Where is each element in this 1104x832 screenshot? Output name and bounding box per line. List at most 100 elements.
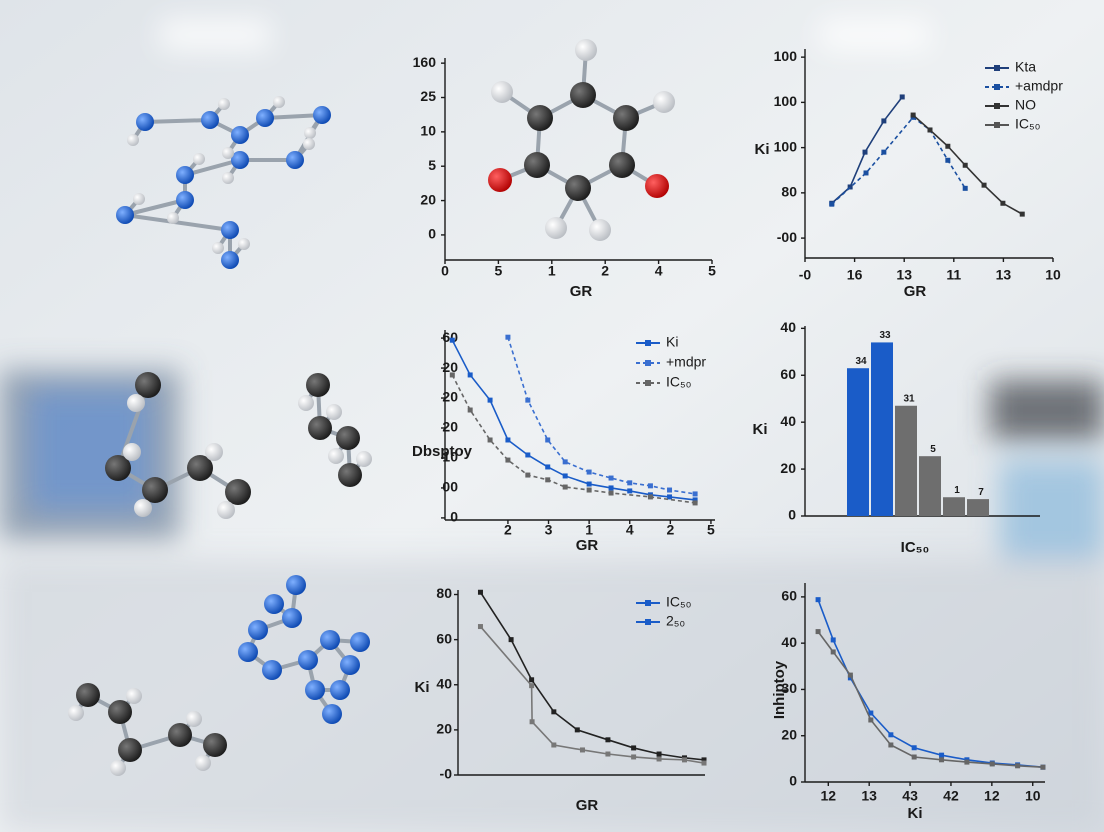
y-tick-label: 0: [789, 773, 797, 789]
atom: [256, 109, 274, 127]
y-tick-label: 40: [781, 634, 797, 650]
atom: [126, 688, 142, 704]
y-tick-label: 100: [774, 138, 798, 154]
point: [605, 737, 611, 743]
y-tick-label: 40: [436, 675, 452, 691]
atom: [340, 655, 360, 675]
atom: [136, 113, 154, 131]
atom: [195, 755, 211, 771]
atom: [336, 426, 360, 450]
point: [962, 162, 968, 168]
atom: [231, 151, 249, 169]
atom: [305, 680, 325, 700]
legend-marker: [645, 340, 651, 346]
point: [477, 589, 483, 595]
point: [881, 118, 887, 124]
x-tick-label: 5: [495, 263, 503, 279]
legend-marker: [994, 84, 1000, 90]
y-tick-label: 10: [442, 449, 458, 465]
point: [545, 477, 551, 483]
y-tick-label: 10: [420, 123, 436, 139]
x-tick-label: 2: [504, 522, 512, 538]
series-line: [479, 591, 705, 761]
atom: [225, 479, 251, 505]
x-tick-label: 13: [996, 267, 1012, 283]
point: [1040, 764, 1046, 770]
point: [586, 487, 592, 493]
point: [545, 464, 551, 470]
point: [449, 372, 455, 378]
y-axis-label: Ki: [753, 421, 768, 438]
bond: [124, 198, 186, 217]
y-tick-label: 20: [780, 460, 796, 476]
y-tick-label: 0: [450, 509, 458, 525]
point: [525, 452, 531, 458]
point: [911, 745, 917, 751]
x-tick-label: 10: [1025, 788, 1041, 804]
point: [945, 157, 951, 163]
point: [1019, 211, 1025, 217]
atom: [545, 217, 567, 239]
atom: [222, 147, 234, 159]
x-tick-label: 42: [943, 788, 959, 804]
point: [881, 149, 887, 155]
atom: [118, 738, 142, 762]
atom: [176, 191, 194, 209]
point: [847, 184, 853, 190]
atom: [116, 206, 134, 224]
point: [525, 397, 531, 403]
legend-marker: [645, 360, 651, 366]
point: [487, 397, 493, 403]
atom: [217, 501, 235, 519]
x-tick-label: 4: [626, 522, 634, 538]
atom: [565, 175, 591, 201]
y-tick-label: 40: [780, 413, 796, 429]
point: [1015, 763, 1021, 769]
atom: [282, 608, 302, 628]
y-tick-label: 0: [788, 507, 796, 523]
atom: [127, 394, 145, 412]
point: [586, 481, 592, 487]
point: [945, 143, 951, 149]
x-tick-label: 43: [902, 788, 918, 804]
point: [608, 485, 614, 491]
x-axis-label: IC₅₀: [901, 539, 930, 556]
atom: [110, 760, 126, 776]
legend-label: 2₅₀: [666, 613, 685, 629]
atom: [167, 212, 179, 224]
bond: [144, 118, 211, 124]
y-tick-label: 100: [774, 48, 798, 64]
legend-label: IC₅₀: [666, 594, 692, 610]
bond: [124, 213, 231, 232]
y-tick-label: -0: [440, 766, 453, 782]
atom: [527, 105, 553, 131]
point: [981, 182, 987, 188]
point: [608, 490, 614, 496]
atom: [273, 96, 285, 108]
y-tick-label: 20: [442, 389, 458, 405]
atom: [76, 683, 100, 707]
legend-marker: [994, 65, 1000, 71]
y-tick-label: 160: [413, 54, 437, 70]
y-axis-label: Dbsptoy: [412, 443, 473, 460]
point: [631, 745, 637, 751]
point: [910, 112, 916, 118]
point: [692, 491, 698, 497]
point: [656, 756, 662, 762]
x-tick-label: 5: [708, 263, 716, 279]
atom: [133, 193, 145, 205]
y-tick-label: -00: [777, 229, 797, 245]
y-tick-label: 80: [781, 184, 797, 200]
x-tick-label: -0: [799, 267, 812, 283]
atom: [127, 134, 139, 146]
x-tick-label: 12: [821, 788, 837, 804]
series-line: [479, 626, 705, 764]
legend-marker: [645, 600, 651, 606]
atom: [298, 395, 314, 411]
bar: [967, 499, 989, 516]
bar-label: 1: [954, 485, 960, 496]
y-tick-label: 0: [428, 226, 436, 242]
x-axis-label: GR: [576, 797, 599, 814]
atom: [193, 153, 205, 165]
y-tick-label: 100: [774, 93, 798, 109]
